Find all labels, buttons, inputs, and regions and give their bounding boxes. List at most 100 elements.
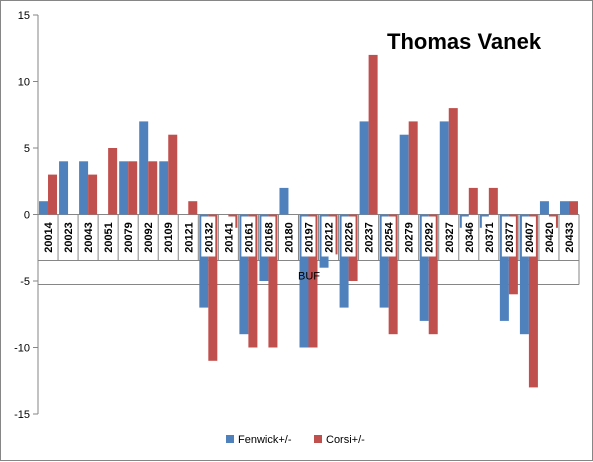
bar-corsi (448, 108, 458, 215)
category-label: 20121 (183, 222, 195, 253)
bar-corsi (248, 214, 258, 348)
bar-corsi (308, 214, 318, 348)
category-label: 20092 (143, 222, 155, 253)
y-tick-label: 5 (24, 143, 30, 155)
bar-fenwick (159, 161, 169, 215)
category-label-bg (441, 216, 456, 257)
bar-corsi (408, 121, 418, 215)
bar-fenwick (119, 161, 129, 215)
category-label-bg (121, 216, 136, 257)
category-label-bg (541, 216, 556, 257)
bar-fenwick (379, 214, 389, 308)
bar-fenwick (339, 214, 349, 308)
category-label: 20254 (384, 221, 396, 252)
category-label-bg (281, 216, 296, 257)
bar-fenwick (539, 201, 549, 215)
category-labels: 20014 20023 20043 20051 20079 20092 20109 20121… (41, 216, 576, 257)
legend: Fenwick+/- Corsi+/- (226, 434, 365, 446)
category-label: 20433 (564, 222, 576, 253)
bar-fenwick (359, 121, 369, 215)
bar-fenwick (559, 201, 569, 215)
bar-corsi (268, 214, 278, 348)
category-label-bg (181, 216, 196, 257)
y-tick-label: -10 (14, 343, 30, 355)
bar-corsi (428, 214, 438, 335)
category-label: 20407 (524, 222, 536, 253)
category-label-bg (161, 216, 176, 257)
category-label-bg (361, 216, 376, 257)
bar-fenwick (39, 201, 49, 215)
category-label: 20420 (544, 222, 556, 253)
category-label: 20141 (223, 222, 235, 253)
category-label: 20043 (83, 222, 95, 253)
category-label: 20023 (63, 222, 75, 253)
y-tick-label: -15 (14, 409, 30, 421)
bar-fenwick (399, 134, 409, 215)
bar-corsi (488, 187, 498, 215)
category-label-bg (401, 216, 416, 257)
category-label-bg (101, 216, 116, 257)
category-label: 20168 (263, 222, 275, 253)
bar-corsi (368, 54, 378, 215)
category-label: 20279 (404, 222, 416, 253)
bar-fenwick (439, 121, 449, 215)
category-label-bg (201, 216, 216, 257)
category-label: 20371 (484, 222, 496, 253)
category-label: 20132 (203, 222, 215, 253)
category-label: 20292 (424, 222, 436, 253)
category-label-bg (561, 216, 576, 257)
category-label: 20346 (464, 222, 476, 253)
y-tick-label: 0 (24, 210, 30, 222)
category-label-bg (501, 216, 516, 257)
category-label: 20051 (103, 222, 115, 253)
bar-fenwick (139, 121, 149, 215)
bar-fenwick (239, 214, 249, 335)
category-label-bg (341, 216, 356, 257)
category-label: 20180 (283, 222, 295, 253)
y-tick-label: -5 (20, 276, 30, 288)
bar-corsi (108, 148, 118, 215)
bar-fenwick (199, 214, 209, 308)
bar-fenwick (519, 214, 529, 335)
y-tick-label: 15 (18, 10, 30, 22)
legend-label: Corsi+/- (326, 434, 365, 446)
category-label: 20197 (304, 222, 316, 253)
legend-swatch (226, 435, 234, 443)
category-label: 20161 (243, 222, 255, 253)
category-label-bg (61, 216, 76, 257)
bar-fenwick (419, 214, 429, 321)
category-label-bg (481, 216, 496, 257)
chart-title: Thomas Vanek (387, 29, 542, 54)
category-label-bg (261, 216, 276, 257)
category-label-bg (321, 216, 336, 257)
bar-corsi (168, 134, 178, 215)
category-label-bg (81, 216, 96, 257)
category-label-bg (421, 216, 436, 257)
category-label: 20226 (344, 222, 356, 253)
bar-fenwick (499, 214, 509, 321)
bar-corsi (148, 161, 158, 215)
category-label-bg (461, 216, 476, 257)
bar-corsi (388, 214, 398, 335)
bar-fenwick (299, 214, 309, 348)
category-label-bg (221, 216, 236, 257)
category-label: 20079 (123, 222, 135, 253)
category-label-bg (141, 216, 156, 257)
bar-fenwick (79, 161, 89, 215)
bar-fenwick (59, 161, 69, 215)
category-label-bg (521, 216, 536, 257)
category-label: 20014 (43, 221, 55, 252)
bar-corsi (128, 161, 138, 215)
category-label: 20109 (163, 222, 175, 253)
bar-corsi (568, 201, 578, 215)
bar-corsi (468, 187, 478, 215)
bar-corsi (208, 214, 218, 361)
category-label: 20237 (364, 222, 376, 253)
x-axis-label: BUF (298, 271, 320, 283)
legend-swatch (314, 435, 322, 443)
bar-corsi (88, 174, 98, 215)
y-tick-label: 10 (18, 77, 30, 89)
bar-corsi (188, 201, 198, 215)
